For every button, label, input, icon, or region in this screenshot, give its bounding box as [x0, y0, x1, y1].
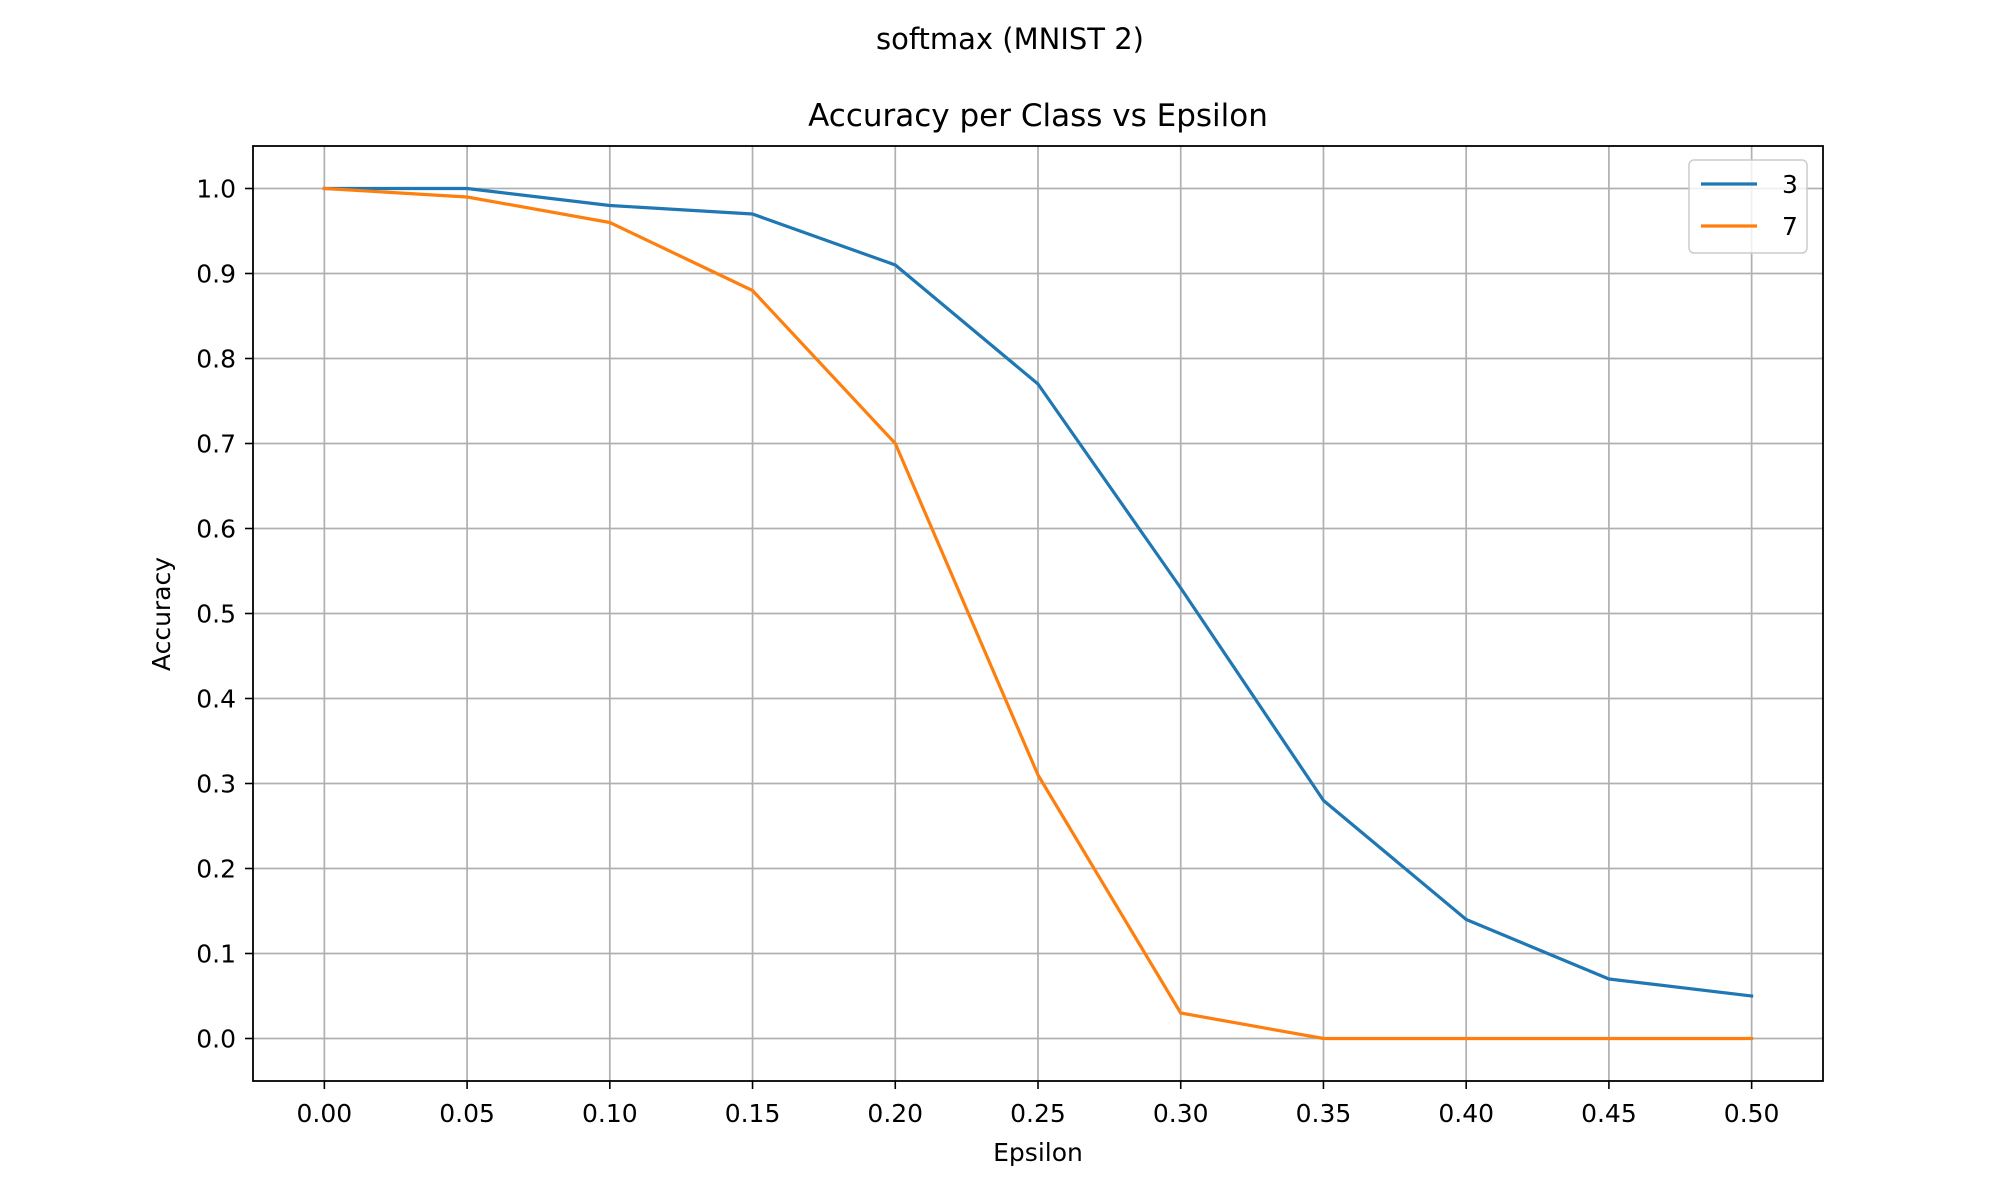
y-tick-label: 0.2 — [196, 855, 236, 884]
y-tick-label: 0.4 — [196, 685, 236, 714]
y-tick-label: 0.7 — [196, 430, 236, 459]
x-tick-label: 0.50 — [1724, 1099, 1780, 1128]
x-axis-label: Epsilon — [993, 1138, 1083, 1167]
y-tick-label: 0.3 — [196, 770, 236, 799]
y-axis-label: Accuracy — [147, 557, 176, 671]
series-line-3 — [322, 186, 1754, 998]
x-tick-label: 0.35 — [1296, 1099, 1352, 1128]
series-lines — [322, 186, 1754, 1041]
x-tick-label: 0.30 — [1153, 1099, 1209, 1128]
legend-label: 3 — [1782, 170, 1798, 199]
x-tick-label: 0.15 — [725, 1099, 781, 1128]
x-axis-ticks: 0.00 0.05 0.10 0.15 0.20 0.25 0.30 0.35 0.40 0.45… — [297, 1081, 1780, 1128]
series-line-7 — [322, 186, 1754, 1041]
y-axis-ticks: 0.0 0.1 0.2 0.3 0.4 0.5 0.6 0.7 0.8 0.9 1.0 — [196, 175, 253, 1054]
x-tick-label: 0.00 — [297, 1099, 353, 1128]
y-tick-label: 0.9 — [196, 260, 236, 289]
x-tick-label: 0.45 — [1581, 1099, 1637, 1128]
x-tick-label: 0.05 — [439, 1099, 495, 1128]
figure-suptitle: softmax (MNIST 2) — [876, 22, 1144, 56]
y-tick-label: 1.0 — [196, 175, 236, 204]
x-tick-label: 0.25 — [1010, 1099, 1066, 1128]
grid-lines — [253, 146, 1823, 1081]
x-tick-label: 0.10 — [582, 1099, 638, 1128]
y-tick-label: 0.6 — [196, 515, 236, 544]
y-tick-label: 0.5 — [196, 600, 236, 629]
y-tick-label: 0.8 — [196, 345, 236, 374]
legend-label: 7 — [1782, 212, 1798, 241]
y-tick-label: 0.1 — [196, 940, 236, 969]
legend: 37 — [1688, 159, 1808, 254]
x-tick-label: 0.40 — [1438, 1099, 1494, 1128]
x-tick-label: 0.20 — [867, 1099, 923, 1128]
chart-title: Accuracy per Class vs Epsilon — [808, 98, 1268, 134]
y-tick-label: 0.0 — [196, 1025, 236, 1054]
